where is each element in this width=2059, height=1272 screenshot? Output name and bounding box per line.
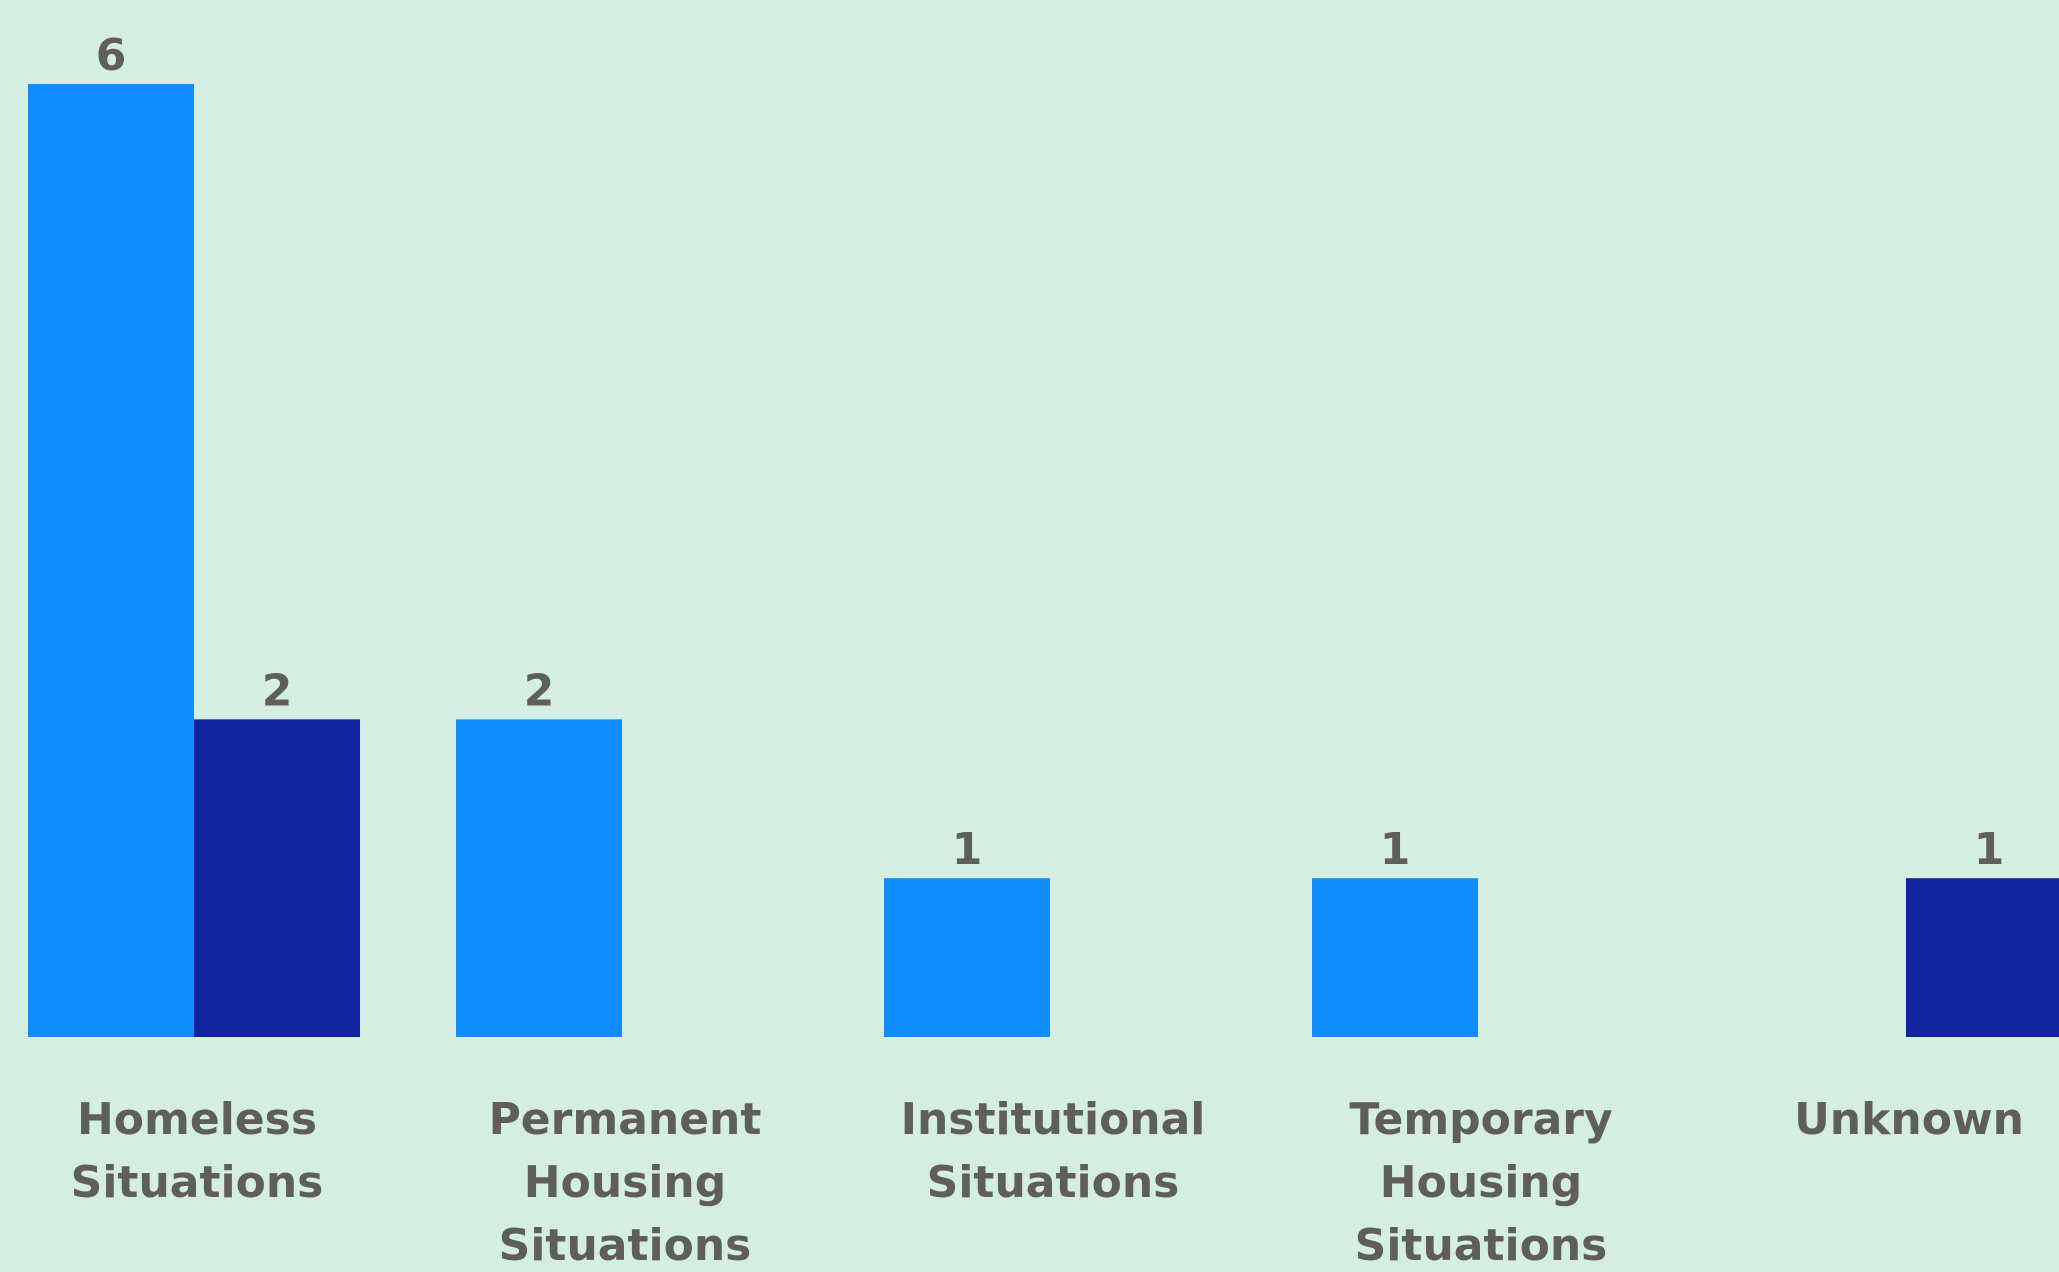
bar xyxy=(28,84,194,1037)
x-tick-label: Temporary Housing Situations xyxy=(1349,1094,1613,1271)
x-tick-label: Homeless Situations xyxy=(70,1094,324,1208)
x-tick-label: Institutional Situations xyxy=(900,1094,1206,1208)
x-tick-label: Permanent Housing Situations xyxy=(488,1094,762,1271)
bar xyxy=(1906,878,2059,1037)
data-label: 2 xyxy=(262,665,293,716)
bar xyxy=(884,878,1050,1037)
data-label: 1 xyxy=(1380,824,1411,875)
data-label: 1 xyxy=(1974,824,2005,875)
bar xyxy=(456,719,622,1037)
data-label: 6 xyxy=(96,30,127,81)
data-label: 1 xyxy=(952,824,983,875)
x-tick-label: Unknown xyxy=(1794,1094,2024,1145)
bar xyxy=(194,719,360,1037)
data-label: 2 xyxy=(524,665,555,716)
bar xyxy=(1312,878,1478,1037)
